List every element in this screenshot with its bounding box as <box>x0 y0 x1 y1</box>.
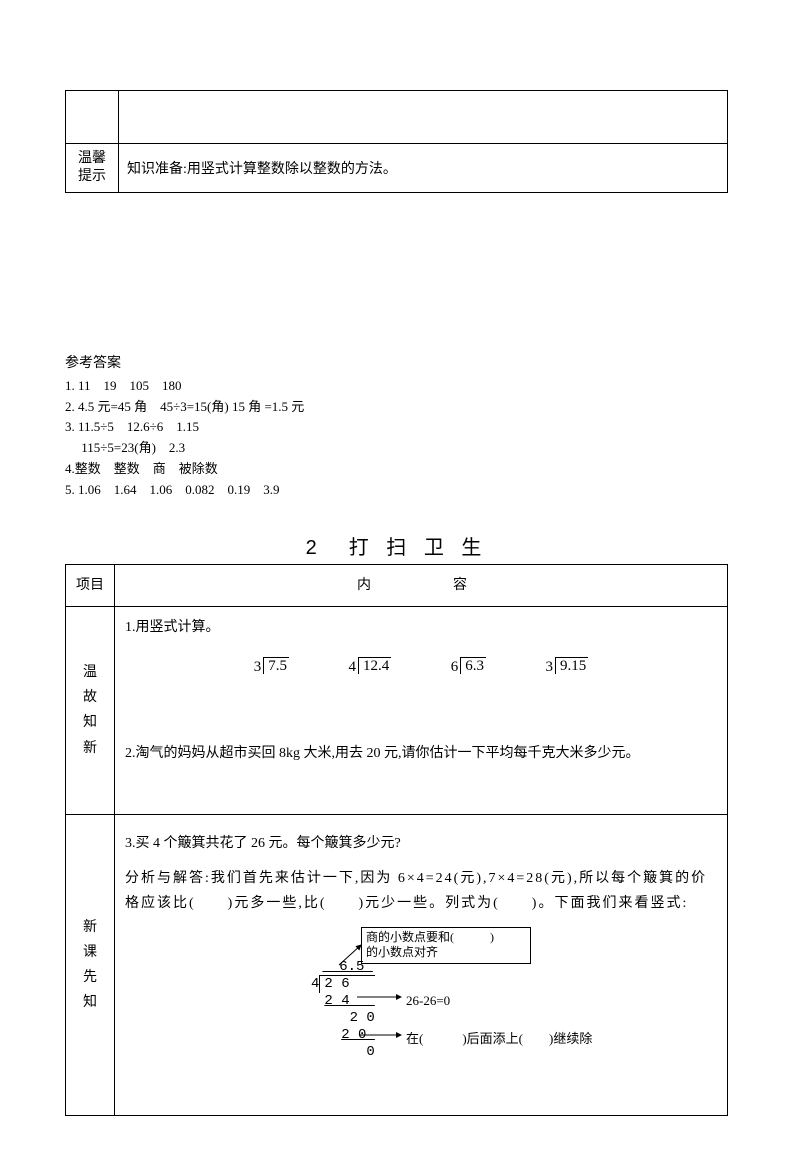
lesson-header-col1: 项目 <box>66 564 115 606</box>
annot-right: 在( )后面添上( )继续除 <box>406 1027 626 1050</box>
top-table-text: 知识准备:用竖式计算整数除以整数的方法。 <box>119 144 728 193</box>
longdiv-row: 37.5 412.4 66.3 39.15 <box>125 654 717 681</box>
answers-line-3: 3. 11.5÷5 12.6÷6 1.15 <box>65 417 728 438</box>
answers-line-1: 1. 11 19 105 180 <box>65 376 728 397</box>
top-table-empty-left <box>66 91 119 144</box>
top-table-empty-right <box>119 91 728 144</box>
row2-content: 3.买 4 个簸箕共花了 26 元。每个簸箕多少元? 分析与解答:我们首先来估计… <box>115 815 728 1116</box>
q3-text: 3.买 4 个簸箕共花了 26 元。每个簸箕多少元? <box>125 831 717 856</box>
answers-line-6: 5. 1.06 1.64 1.06 0.082 0.19 3.9 <box>65 480 728 501</box>
answers-line-4: 115÷5=23(角) 2.3 <box>65 438 728 459</box>
diagram-arrows <box>231 927 611 1107</box>
answers-heading: 参考答案 <box>65 353 728 375</box>
longdiv-2: 412.4 <box>349 654 392 681</box>
row1-label: 温故知新 <box>66 606 115 814</box>
top-table-label: 温馨提示 <box>66 144 119 193</box>
q2-text: 2.淘气的妈妈从超市买回 8kg 大米,用去 20 元,请你估计一下平均每千克大… <box>125 741 717 766</box>
division-diagram: 商的小数点要和( ) 的小数点对齐 6.5 42 6 2 4 2 0 2 0 0 <box>231 927 611 1107</box>
row2-label: 新课先知 <box>66 815 115 1116</box>
longdiv-1: 37.5 <box>254 654 289 681</box>
longdiv-3: 66.3 <box>451 654 486 681</box>
section-title: 2 打 扫 卫 生 <box>65 531 728 560</box>
top-table: 温馨提示 知识准备:用竖式计算整数除以整数的方法。 <box>65 90 728 193</box>
lesson-table: 项目 内 容 温故知新 1.用竖式计算。 37.5 412.4 66.3 39.… <box>65 564 728 1116</box>
row1-content: 1.用竖式计算。 37.5 412.4 66.3 39.15 2.淘气的妈妈从超… <box>115 606 728 814</box>
lesson-header-col2: 内 容 <box>115 564 728 606</box>
answers-block: 参考答案 1. 11 19 105 180 2. 4.5 元=45 角 45÷3… <box>65 353 728 500</box>
answers-line-2: 2. 4.5 元=45 角 45÷3=15(角) 15 角 =1.5 元 <box>65 397 728 418</box>
longdiv-4: 39.15 <box>546 654 589 681</box>
annot-mid: 26-26=0 <box>406 989 450 1012</box>
q1-text: 1.用竖式计算。 <box>125 615 717 640</box>
analysis-text: 分析与解答:我们首先来估计一下,因为 6×4=24(元),7×4=28(元),所… <box>125 866 717 916</box>
answers-line-5: 4.整数 整数 商 被除数 <box>65 459 728 480</box>
